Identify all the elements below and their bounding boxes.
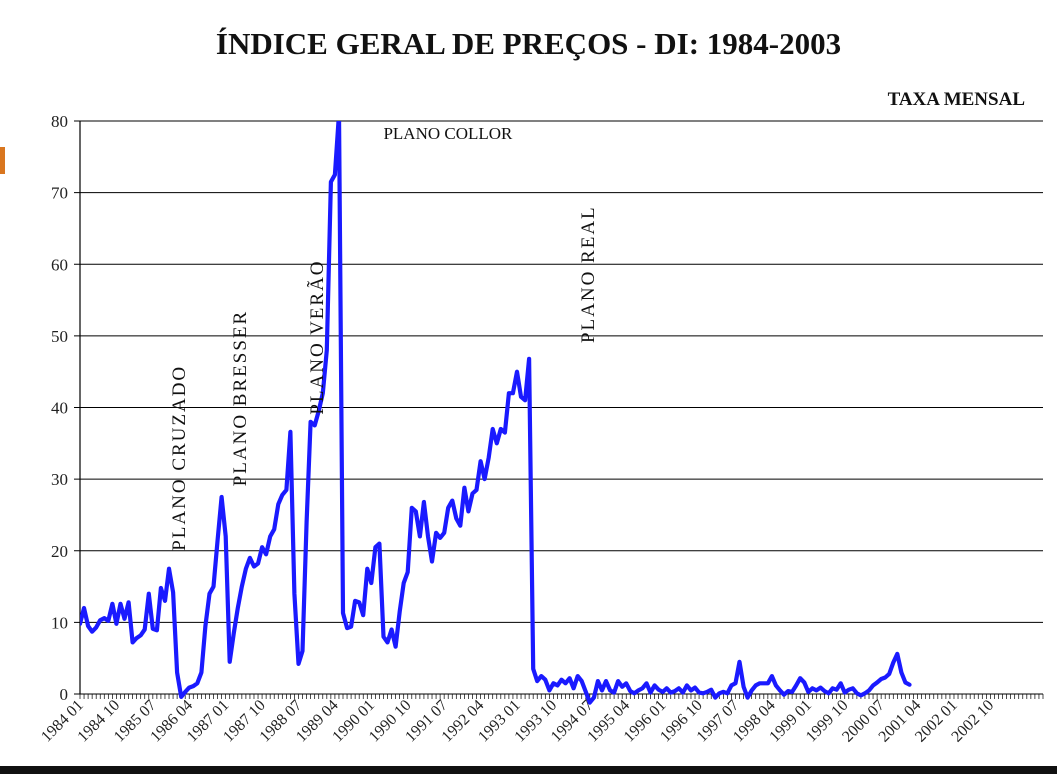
- annotation-label: PLANO BRESSER: [230, 310, 251, 486]
- series-line-igp-di: [80, 114, 910, 703]
- y-tick-label: 70: [51, 184, 68, 203]
- y-tick-label: 40: [51, 399, 68, 418]
- annotation-label: PLANO CRUZADO: [169, 365, 190, 551]
- y-tick-label: 60: [51, 255, 68, 274]
- y-tick-label: 20: [51, 542, 68, 561]
- y-tick-label: 30: [51, 470, 68, 489]
- annotation-label: PLANO REAL: [578, 205, 599, 343]
- y-tick-label: 80: [51, 112, 68, 131]
- annotation-label: PLANO COLLOR: [383, 124, 513, 143]
- bottom-taskbar-strip: [0, 766, 1057, 774]
- y-tick-label: 0: [60, 685, 69, 704]
- y-tick-label: 10: [51, 613, 68, 632]
- y-tick-label: 50: [51, 327, 68, 346]
- annotation-label: PLANO VERÃO: [306, 259, 328, 414]
